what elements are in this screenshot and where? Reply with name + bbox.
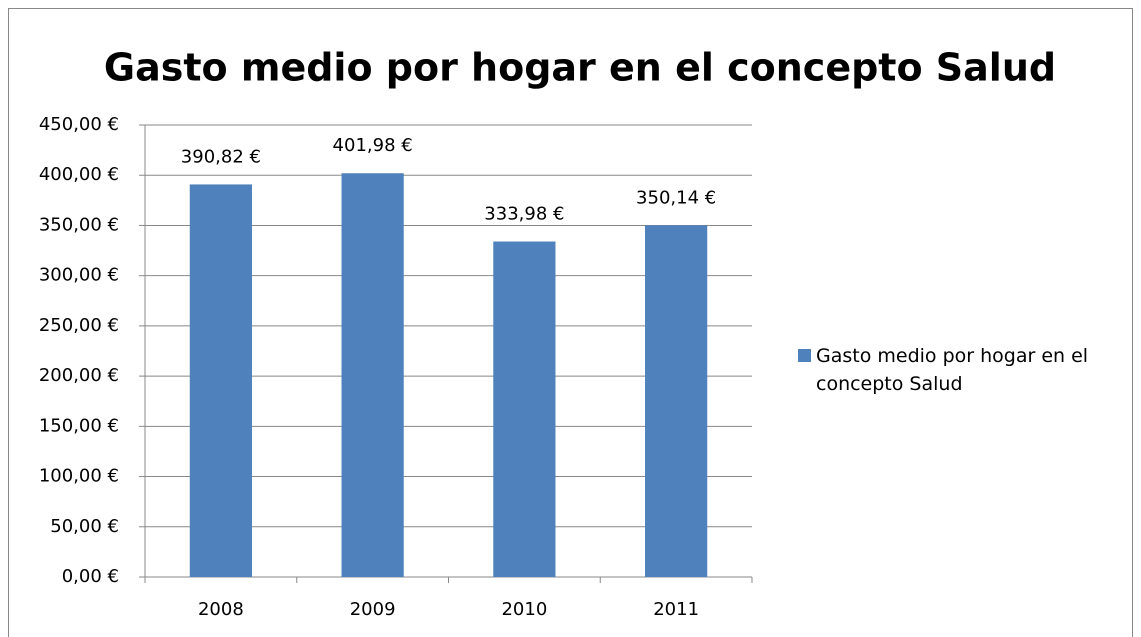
legend-label: Gasto medio por hogar en el concepto Sal…: [816, 345, 1089, 395]
y-tick-label: 300,00 €: [39, 265, 119, 286]
x-tick-label: 2008: [198, 599, 244, 620]
y-tick-label: 150,00 €: [39, 415, 119, 436]
chart-title: Gasto medio por hogar en el concepto Sal…: [104, 46, 1056, 90]
y-tick-label: 200,00 €: [39, 365, 119, 386]
y-tick-label: 0,00 €: [62, 566, 119, 587]
legend: Gasto medio por hogar en el concepto Sal…: [798, 342, 1138, 398]
y-tick-label: 100,00 €: [39, 466, 119, 487]
y-tick-label: 400,00 €: [39, 164, 119, 185]
x-tick-label: 2010: [501, 599, 547, 620]
data-label: 350,14 €: [636, 187, 716, 208]
data-label: 390,82 €: [181, 146, 261, 167]
bar: [493, 241, 556, 577]
chart-border: [8, 8, 1133, 637]
bar: [189, 184, 252, 577]
y-tick-label: 350,00 €: [39, 214, 119, 235]
y-tick-label: 250,00 €: [39, 315, 119, 336]
data-label: 401,98 €: [333, 135, 413, 156]
bar: [341, 173, 404, 577]
y-tick-label: 450,00 €: [39, 114, 119, 135]
x-tick-label: 2011: [653, 599, 699, 620]
legend-swatch: [798, 349, 811, 362]
data-label: 333,98 €: [484, 204, 564, 225]
bar: [645, 225, 708, 577]
x-tick-label: 2009: [350, 599, 396, 620]
y-tick-label: 50,00 €: [50, 516, 119, 537]
